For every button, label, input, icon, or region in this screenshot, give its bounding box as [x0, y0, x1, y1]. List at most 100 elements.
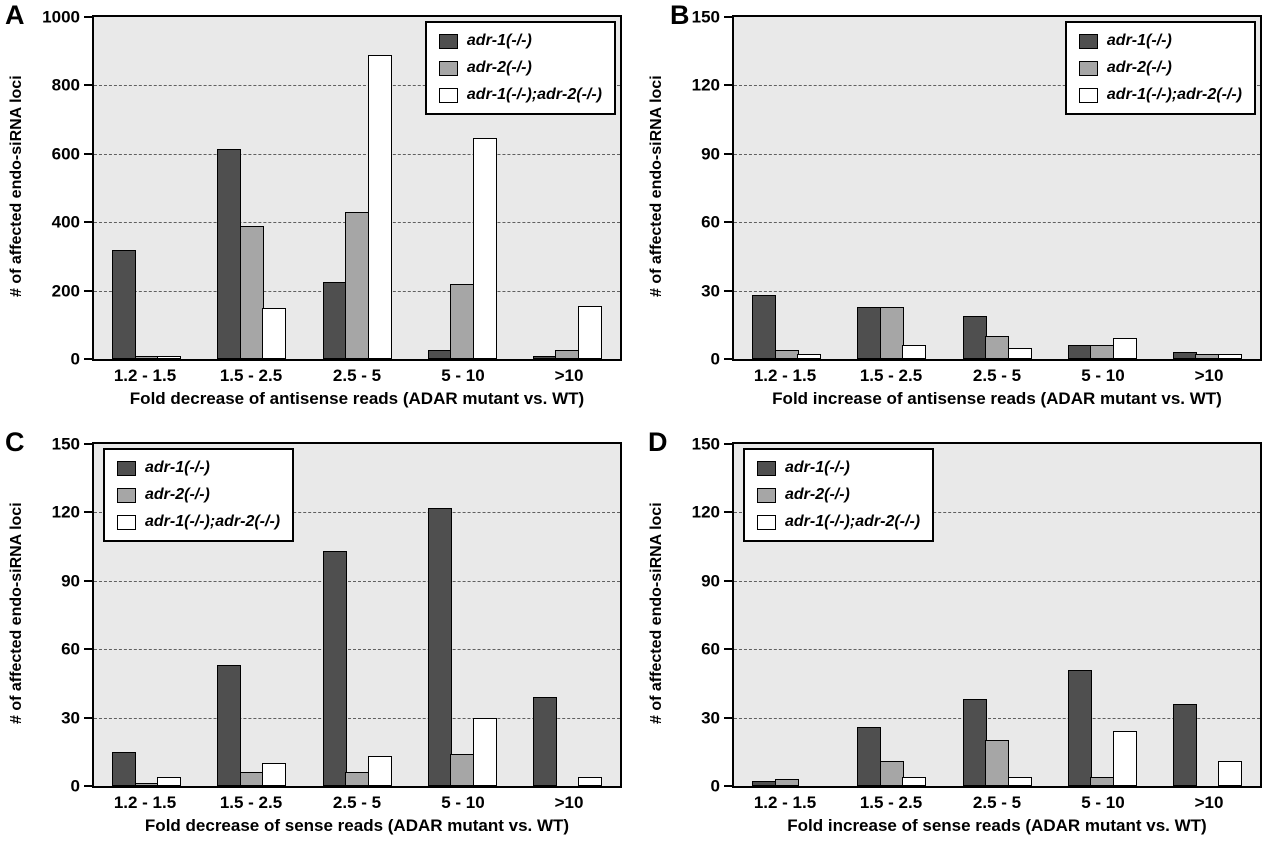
legend-label: adr-1(-/-);adr-2(-/-)	[466, 86, 602, 103]
y-tick-label: 120	[691, 502, 720, 522]
legend-label: adr-2(-/-)	[145, 486, 210, 503]
x-tick-label: 1.5 - 2.5	[859, 366, 923, 385]
bar-series-3	[472, 717, 497, 786]
bar-series-1	[217, 148, 242, 359]
y-tick-mark	[84, 152, 92, 155]
gridline	[734, 222, 1260, 224]
y-tick-label: 1000	[42, 7, 80, 27]
y-tick-mark	[724, 152, 732, 155]
plot-wrap: # of affected endo-siRNA loci 0 30 60 90 120…	[8, 436, 637, 836]
x-tick-label: >10	[1194, 793, 1224, 812]
bar-series-2	[1090, 776, 1115, 786]
bar-series-2	[985, 336, 1009, 359]
bar-series-3	[157, 356, 182, 359]
gridline	[734, 85, 1260, 87]
panel-letter: C	[5, 427, 25, 457]
y-tick-mark	[724, 84, 732, 87]
legend-label: adr-1(-/-);adr-2(-/-)	[1106, 86, 1242, 103]
legend-label: adr-1(-/-)	[785, 459, 850, 476]
gridline	[94, 153, 620, 155]
bar-series-3	[157, 776, 182, 786]
x-tick-labels: 1.2 - 1.5 1.5 - 2.5 2.5 - 5 5 - 10 >10	[92, 366, 622, 386]
bar-series-2	[345, 772, 369, 786]
legend-item: adr-2(-/-)	[438, 60, 602, 76]
plot-area: 0 30 60 90 120 150 adr-1(-/-) adr-2(-/-) adr-1(-…	[52, 436, 622, 795]
legend-swatch	[1078, 33, 1098, 49]
y-tick-mark	[724, 16, 732, 18]
bar-series-2	[879, 760, 904, 786]
plot-wrap: # of affected endo-siRNA loci 0 200 400 600…	[8, 9, 637, 409]
legend: adr-1(-/-) adr-2(-/-) adr-1(-/-);adr-2(-/-…	[743, 448, 935, 542]
legend-item: adr-1(-/-);adr-2(-/-)	[438, 86, 602, 103]
x-tick-label: 2.5 - 5	[972, 366, 1022, 385]
x-tick-label: >10	[554, 793, 584, 812]
y-tick-mark	[84, 84, 92, 87]
bar-series-3	[472, 138, 497, 359]
x-tick-label: 2.5 - 5	[332, 793, 382, 812]
bar-series-3	[262, 763, 287, 786]
y-tick-mark	[84, 648, 92, 651]
bar-series-2	[345, 211, 369, 359]
y-tick-mark	[724, 785, 732, 787]
bar-series-2	[450, 754, 475, 786]
plot-area: 0 200 400 600 800 1000 adr-1(-/-) adr-2(-/-) adr…	[42, 9, 622, 368]
panel-letter: B	[670, 0, 690, 30]
legend-item: adr-1(-/-)	[117, 460, 280, 476]
y-tick-label: 150	[51, 434, 80, 454]
y-axis-label: # of affected endo-siRNA loci	[8, 502, 25, 724]
plot-area: 0 30 60 90 120 150 adr-1(-/-) adr-2(-/-) adr-1(-…	[692, 436, 1262, 795]
legend-item: adr-2(-/-)	[1078, 60, 1242, 76]
x-tick-label: 2.5 - 5	[972, 793, 1022, 812]
bar-series-3	[367, 54, 392, 359]
x-tick-label: 1.5 - 2.5	[859, 793, 923, 812]
gridline	[94, 717, 620, 719]
y-tick-mark	[84, 511, 92, 514]
bar-series-3	[577, 306, 602, 359]
bar-series-3	[577, 776, 602, 786]
legend-swatch	[1078, 87, 1098, 103]
plot-area: 0 30 60 90 120 150 adr-1(-/-) adr-2(-/-) adr-1(-…	[692, 9, 1262, 368]
legend-item: adr-1(-/-)	[1078, 32, 1242, 49]
bar-series-2	[1090, 345, 1115, 359]
x-tick-label: 1.5 - 2.5	[219, 366, 283, 385]
bar-series-1	[752, 295, 777, 359]
legend-label: adr-1(-/-);adr-2(-/-)	[145, 513, 281, 530]
y-tick-mark	[724, 579, 732, 582]
legend-label: adr-1(-/-)	[1106, 32, 1172, 49]
bar-series-3	[1112, 338, 1137, 359]
legend-item: adr-1(-/-);adr-2(-/-)	[757, 514, 920, 530]
y-tick-label: 0	[70, 349, 80, 369]
legend-item: adr-2(-/-)	[117, 487, 280, 503]
bar-series-1	[1067, 345, 1092, 359]
bar-series-2	[450, 283, 475, 359]
legend-swatch	[757, 487, 776, 503]
bar-series-1	[217, 665, 242, 786]
x-tick-label: 1.2 - 1.5	[753, 793, 817, 812]
y-tick-mark	[724, 648, 732, 651]
y-axis-label: # of affected endo-siRNA loci	[8, 75, 25, 297]
bar-series-3	[1007, 347, 1032, 359]
bar-series-1	[1172, 703, 1197, 786]
y-tick-mark	[724, 221, 732, 224]
legend-label: adr-1(-/-);adr-2(-/-)	[785, 513, 921, 530]
bar-series-1	[322, 282, 347, 359]
bar-series-1	[1067, 669, 1092, 786]
bar-series-2	[774, 349, 799, 359]
gridline	[94, 85, 620, 87]
y-tick-mark	[724, 289, 732, 292]
legend-swatch	[1078, 60, 1098, 76]
y-tick-mark	[84, 289, 92, 292]
y-tick-label: 150	[691, 434, 720, 454]
bar-series-1	[427, 350, 452, 359]
bar-series-1	[322, 551, 347, 786]
bar-series-3	[902, 345, 927, 359]
bar-series-1	[962, 315, 987, 359]
bar-series-2	[134, 783, 159, 786]
bar-series-1	[962, 699, 987, 786]
gridline	[734, 153, 1260, 155]
legend-swatch	[438, 60, 458, 76]
bar-series-3	[367, 756, 392, 786]
gridline	[734, 717, 1260, 719]
gridline	[734, 580, 1260, 582]
